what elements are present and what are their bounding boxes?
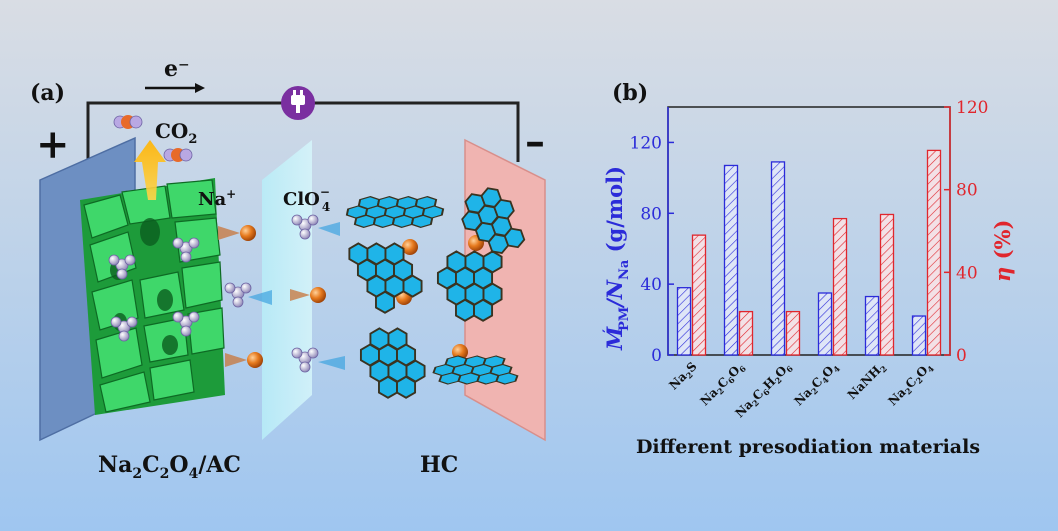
left-axis-tick-label: 120 [630,133,662,153]
right-axis: 0 40 80 120 [944,98,988,366]
separator [262,140,312,440]
bar-mass-ratio [676,287,692,356]
bar-efficiency [785,310,801,356]
bar-mass-ratio [864,295,880,356]
co2-label: CO2 [155,119,197,147]
left-axis: 0 40 80 120 [630,107,674,366]
bar-efficiency [738,310,754,356]
electron-flow-arrow-icon [145,83,205,93]
left-axis-tick-label: 80 [640,204,662,224]
bar-efficiency [691,234,707,356]
positive-terminal: + [36,121,70,168]
bar-mass-ratio [817,292,833,356]
left-axis-tick-label: 40 [640,275,662,295]
right-axis-tick-label: 120 [956,98,988,118]
perchlorate-motion-arrow-icon [248,222,345,370]
anode-label: HC [420,452,458,478]
plot-frame [667,106,951,356]
right-axis-tick-label: 40 [956,263,978,283]
x-tick-label: Na2S [666,359,701,394]
bar-efficiency [926,149,942,356]
perchlorate-ion-icon [108,214,319,373]
electron-label: e⁻ [164,56,190,82]
x-axis-title: Different presodiation materials [636,436,980,458]
panel-b: (b) 0 40 80 120 0 40 80 120 Na2SNa2C6O6Na2C6H2… [601,80,1015,458]
x-tick-label: Na2C4O4 [791,359,842,410]
panel-b-label: (b) [612,80,648,106]
sodium-ion-label: Na+ [198,187,236,210]
x-tick-label: Na2C6H2O6 [733,359,796,422]
panel-a: (a) e⁻ + – CO2 Na+ ClO− 4 Na2C2O4/AC HC [30,56,546,482]
left-axis-tick-label: 0 [651,346,662,366]
co2-molecule-icon [113,115,193,162]
plug-icon [281,86,315,120]
bar-efficiency [832,217,848,356]
perchlorate-label: ClO− 4 [283,185,330,214]
activated-carbon-structure [80,178,225,415]
x-tick-label: Na2C2O4 [885,359,936,410]
x-tick-label: NaNH2 [845,359,889,403]
left-axis-title: M′PM/NNa (g/mol) [601,166,632,351]
right-axis-tick-label: 0 [956,346,967,366]
bar-mass-ratio [911,315,927,356]
bar-series [676,149,942,356]
bar-mass-ratio [723,164,739,356]
bar-efficiency [879,213,895,356]
hard-carbon-structure [345,184,527,399]
cathode-label: Na2C2O4/AC [98,452,241,482]
right-axis-title: η (%) [990,220,1015,282]
right-axis-tick-label: 80 [956,181,978,201]
co2-release-arrow-icon [134,140,166,200]
negative-terminal: – [525,118,545,165]
panel-a-label: (a) [30,80,65,106]
bar-mass-ratio [770,161,786,356]
